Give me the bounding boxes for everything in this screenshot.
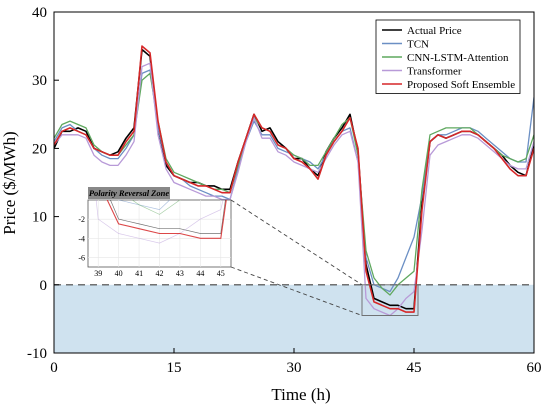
x-tick-label: 0 — [50, 360, 58, 376]
x-tick-label: 30 — [287, 360, 302, 376]
inset-x-tick-label: 41 — [135, 269, 143, 278]
series-line-3 — [54, 62, 534, 317]
series-line-4 — [54, 45, 534, 313]
x-axis-label: Time (h) — [271, 385, 330, 404]
y-tick-label: -10 — [27, 346, 47, 362]
inset-y-tick-label: -6 — [78, 253, 85, 262]
zoom-connector-top — [230, 199, 363, 286]
series-line-2 — [54, 72, 534, 296]
legend-entry: Proposed Soft Ensemble — [407, 79, 515, 91]
y-tick-label: 30 — [32, 73, 47, 89]
y-axis: -10 0 10 20 30 40 — [27, 5, 59, 362]
x-tick-label: 60 — [527, 360, 542, 376]
y-tick-label: 40 — [32, 5, 47, 21]
legend-entry: TCN — [407, 39, 429, 51]
inset-zoom: 39 40 41 42 43 44 45 -2 -4 -6 Polarity Reversal Zo… — [78, 187, 232, 278]
legend-entry: Transformer — [407, 66, 462, 78]
x-tick-label: 15 — [167, 360, 182, 376]
inset-x-tick-label: 42 — [156, 269, 164, 278]
y-tick-label: 10 — [32, 210, 47, 226]
zoom-source-box — [361, 284, 419, 316]
inset-x-tick-label: 40 — [115, 269, 123, 278]
inset-x-tick-label: 39 — [94, 269, 102, 278]
inset-x-tick-label: 44 — [196, 269, 204, 278]
negative-price-region — [54, 284, 534, 353]
legend-entry: Actual Price — [407, 25, 462, 37]
zoom-connectors — [230, 199, 419, 316]
inset-title: Polarity Reversal Zone — [89, 188, 169, 198]
y-axis-label: Price ($/MWh) — [0, 131, 19, 234]
inset-title-badge — [88, 187, 170, 199]
inset-x-tick-label: 45 — [217, 269, 225, 278]
x-axis: 0 15 30 45 60 — [50, 348, 542, 376]
inset-y-tick-label: -4 — [78, 234, 85, 243]
series-layer — [54, 45, 534, 317]
inset-y-tick-label: -2 — [78, 215, 85, 224]
y-tick-label: 0 — [40, 278, 48, 294]
y-tick-label: 20 — [32, 141, 47, 157]
legend-entry: CNN-LSTM-Attention — [407, 52, 509, 64]
inset-x-tick-label: 43 — [176, 269, 184, 278]
zoom-connector-bottom — [230, 266, 363, 316]
x-tick-label: 45 — [407, 360, 422, 376]
